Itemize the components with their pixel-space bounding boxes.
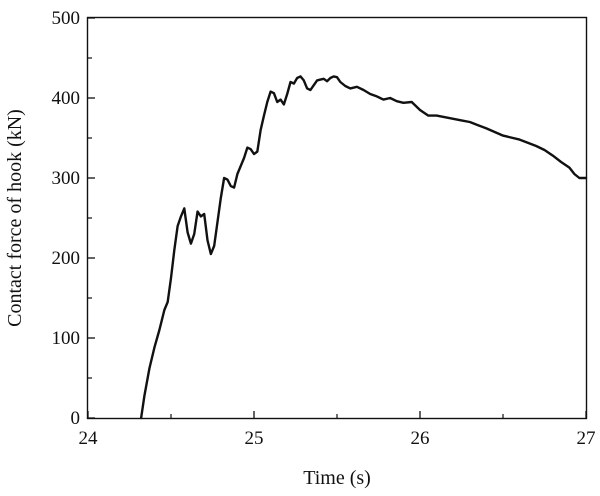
y-tick-label: 100 [52,328,81,349]
series-line-1 [139,75,588,420]
x-tick-label: 27 [577,428,596,449]
y-axis-label: Contact force of hook (kN) [4,109,26,327]
y-tick-label: 200 [52,248,81,269]
x-axis-label: Time (s) [303,467,371,489]
x-tick-labels: 24 25 26 27 [79,428,596,449]
y-tick-labels: 0 100 200 300 400 500 [52,8,81,429]
y-tick-label: 400 [52,88,81,109]
axis-ticks [87,17,587,419]
y-tick-label: 0 [71,408,81,429]
x-tick-label: 25 [245,428,264,449]
y-tick-label: 300 [52,168,81,189]
x-tick-label: 26 [411,428,430,449]
series-layer [139,75,588,420]
x-tick-label: 24 [79,428,99,449]
y-tick-label: 500 [52,8,81,29]
plot-frame [86,16,588,420]
